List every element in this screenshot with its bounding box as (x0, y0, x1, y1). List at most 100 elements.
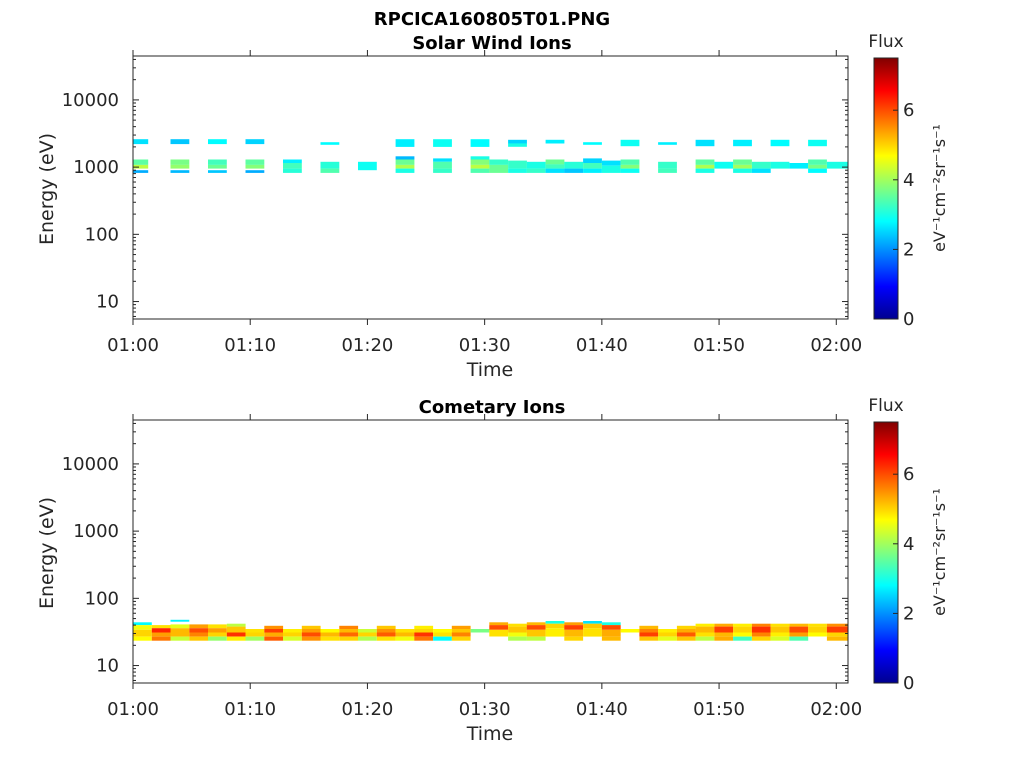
heatmap-cell (751, 623, 771, 627)
heatmap-cell (283, 636, 302, 641)
heatmap-cell (470, 156, 490, 160)
heatmap-cell (564, 629, 584, 637)
heatmap-cell (770, 636, 790, 641)
heatmap-cell (433, 636, 452, 641)
heatmap-cell (826, 636, 848, 641)
heatmap-cell (245, 139, 265, 145)
x-tick-label: 02:00 (810, 699, 862, 720)
heatmap-cell (245, 629, 265, 633)
heatmap-cell (583, 168, 602, 173)
heatmap-cell (564, 161, 584, 169)
heatmap-cell (564, 625, 584, 630)
colorbar-unit-label: eV⁻¹cm⁻²sr⁻¹s⁻¹ (930, 488, 949, 616)
y-tick-label: 10 (96, 656, 119, 677)
heatmap-cell (826, 626, 848, 633)
heatmap-cell (583, 623, 602, 629)
heatmap-cell (208, 164, 227, 169)
heatmap-cell (133, 636, 152, 641)
plot-frame (132, 419, 849, 684)
heatmap-cell (564, 636, 584, 641)
heatmap-cell (470, 139, 490, 147)
x-tick-label: 02:00 (810, 335, 862, 356)
colorbar-tick-label: 0 (903, 309, 914, 330)
heatmap-cell (170, 624, 190, 629)
heatmap-cell (808, 159, 827, 165)
y-tick-label: 100 (85, 588, 119, 609)
heatmap-cell (639, 625, 659, 629)
x-axis-ticks: 01:00 01:10 01:20 01:30 01:40 01:50 02:00 (107, 50, 862, 356)
colorbar-tick-label: 0 (903, 673, 914, 694)
heatmap-cell (489, 164, 509, 173)
heatmap-cell (733, 139, 752, 147)
y-tick-label: 10 (96, 292, 119, 313)
heatmap-cell (751, 636, 771, 641)
heatmap-cell (583, 158, 602, 164)
colorbar-ticks: 0 2 4 6 (893, 464, 914, 694)
heatmap-cell (695, 623, 715, 627)
heatmap-cell (433, 139, 452, 147)
y-tick-label: 10000 (62, 90, 119, 111)
x-tick-label: 01:30 (459, 335, 511, 356)
colorbar-title: Flux (868, 396, 903, 416)
heatmap-cell (414, 632, 434, 637)
heatmap-cell (433, 632, 452, 637)
heatmap-cell (545, 164, 565, 169)
heatmap-cell (283, 629, 302, 633)
x-tick-label: 01:50 (693, 335, 745, 356)
heatmap-cell (283, 632, 302, 637)
heatmap-cell (770, 139, 790, 147)
heatmap-cell (639, 636, 659, 641)
heatmap-cell (189, 632, 209, 637)
heatmap-cell (526, 629, 546, 637)
heatmap-cell (583, 628, 602, 637)
y-axis-ticks: 10 100 1000 10000 (62, 422, 848, 681)
heatmap-cell (826, 632, 848, 637)
heatmap-cell (208, 636, 227, 641)
colorbar-ticks: 0 2 4 6 (893, 100, 914, 330)
heatmap-cell (508, 168, 527, 173)
heatmap-cell (414, 629, 434, 633)
x-axis-ticks: 01:00 01:10 01:20 01:30 01:40 01:50 02:00 (107, 414, 862, 720)
heatmap-cell (395, 629, 415, 633)
heatmap-cell (601, 625, 621, 630)
heatmap-cell (301, 629, 321, 633)
heatmap-cell (789, 163, 809, 169)
heatmap-cell (301, 625, 321, 629)
x-tick-label: 01:40 (576, 335, 628, 356)
heatmap-cell (470, 629, 490, 633)
heatmap-cell (508, 632, 527, 637)
heatmap-cell (151, 628, 171, 633)
heatmap-cell (451, 625, 471, 629)
heatmap-cell (320, 636, 340, 641)
colorbar-tick-label: 6 (903, 464, 914, 485)
heatmap-cell (583, 621, 602, 624)
heatmap-cell (358, 636, 377, 641)
heatmap-cell (601, 622, 621, 626)
heatmap-cell (714, 623, 734, 627)
heatmap-cell (133, 625, 152, 630)
heatmap-cell (358, 629, 377, 633)
heatmap-cells (133, 619, 848, 641)
heatmap-cell (658, 632, 677, 637)
heatmap-cell (508, 160, 527, 169)
heatmap-cell (751, 161, 771, 169)
heatmap-cell (564, 168, 584, 173)
heatmap-cell (658, 629, 677, 633)
heatmap-cell (226, 636, 246, 641)
heatmap-cell (770, 623, 790, 627)
heatmap-cells (133, 139, 848, 173)
heatmap-cell (245, 159, 265, 165)
heatmap-cell (826, 161, 848, 169)
heatmap-cell (208, 632, 227, 637)
figure-title: RPCICA160805T01.PNG (374, 9, 610, 30)
heatmap-cell (676, 636, 696, 641)
heatmap-cell (601, 165, 621, 173)
heatmap-cell (508, 623, 527, 627)
x-tick-label: 01:50 (693, 699, 745, 720)
heatmap-cell (414, 636, 434, 641)
heatmap-cell (245, 632, 265, 637)
colorbar-gradient (873, 57, 899, 320)
heatmap-cell (545, 623, 565, 629)
x-tick-label: 01:10 (224, 335, 276, 356)
x-tick-label: 01:20 (341, 699, 393, 720)
